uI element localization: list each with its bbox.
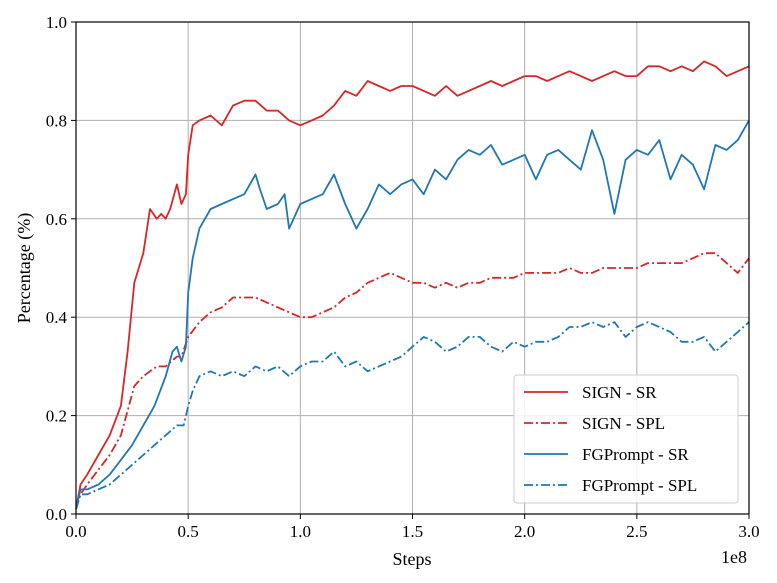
y-tick-label: 0.8 bbox=[46, 111, 67, 130]
legend-label-3: FGPrompt - SPL bbox=[582, 476, 697, 495]
x-tick-label: 3.0 bbox=[738, 522, 759, 541]
y-axis-label: Percentage (%) bbox=[14, 213, 35, 323]
legend-label-1: SIGN - SPL bbox=[582, 414, 665, 433]
legend-label-2: FGPrompt - SR bbox=[582, 445, 689, 464]
x-tick-label: 1.0 bbox=[290, 522, 311, 541]
legend-label-0: SIGN - SR bbox=[582, 383, 657, 402]
x-tick-label: 2.0 bbox=[514, 522, 535, 541]
series-line-1 bbox=[75, 252, 750, 510]
x-tick-label: 0.0 bbox=[65, 522, 86, 541]
x-tick-label: 1.5 bbox=[402, 522, 423, 541]
series-line-0 bbox=[75, 60, 750, 510]
x-axis-label: Steps bbox=[392, 549, 431, 569]
x-scale-note: 1e8 bbox=[721, 547, 747, 567]
legend-frame bbox=[513, 374, 739, 504]
y-tick-label: 0.0 bbox=[46, 505, 67, 524]
y-tick-label: 0.2 bbox=[46, 407, 67, 426]
legend: SIGN - SR SIGN - SPL FGPrompt - SR FGPrompt… bbox=[513, 374, 739, 504]
y-tick-label: 1.0 bbox=[46, 13, 67, 32]
x-tick-label: 0.5 bbox=[178, 522, 199, 541]
axes bbox=[71, 21, 750, 519]
series-line-2 bbox=[75, 119, 750, 510]
plot-series bbox=[75, 60, 750, 510]
x-tick-label: 2.5 bbox=[626, 522, 647, 541]
y-tick-label: 0.6 bbox=[46, 210, 67, 229]
y-tick-label: 0.4 bbox=[46, 308, 68, 327]
series-line-3 bbox=[75, 321, 750, 510]
tick-labels: 0.0 0.5 1.0 1.5 2.0 2.5 3.0 0.0 0.2 0.4 0.6 0.8 1.0 bbox=[46, 13, 760, 541]
